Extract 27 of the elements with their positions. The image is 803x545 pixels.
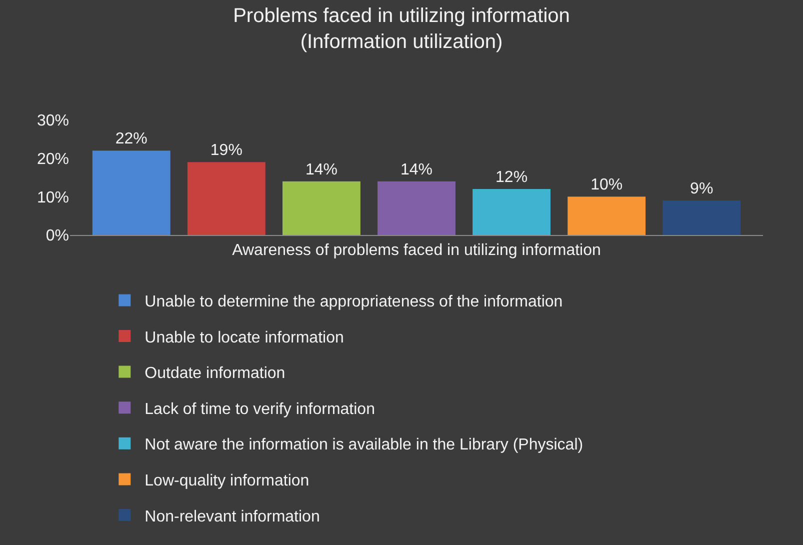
data-label: 14%: [400, 161, 433, 178]
data-label: 10%: [590, 176, 623, 194]
bar: [187, 162, 266, 235]
legend-label: Lack of time to verify information: [144, 400, 375, 418]
legend-label: Outdate information: [144, 365, 286, 382]
data-label: 14%: [305, 161, 338, 178]
bar: [472, 189, 551, 235]
legend-label: Unable to locate information: [144, 329, 344, 346]
y-tick-label: 30%: [36, 112, 69, 130]
y-tick-label: 0%: [46, 228, 69, 245]
x-tick-label: Awareness of problems faced in utilizing information: [232, 242, 601, 260]
data-label: 12%: [496, 169, 528, 186]
bar: [568, 196, 646, 235]
bar: [282, 181, 360, 235]
bar: [92, 150, 170, 235]
y-tick-label: 10%: [36, 189, 69, 206]
legend-label: Non-relevant information: [144, 508, 320, 526]
data-label: 9%: [690, 180, 714, 198]
bar: [662, 200, 741, 235]
y-tick-label: 20%: [36, 150, 69, 168]
legend-label: Not aware the information is available in the Library (Physical): [144, 436, 584, 454]
legend-label: Low-quality information: [144, 472, 310, 490]
data-label: 22%: [115, 130, 148, 148]
chart-title: Problems faced in utilizing information (Information utilization): [233, 4, 570, 53]
bar: [378, 181, 456, 235]
legend-label: Unable to determine the appropriateness of the information: [144, 293, 563, 310]
data-label: 19%: [210, 142, 242, 160]
